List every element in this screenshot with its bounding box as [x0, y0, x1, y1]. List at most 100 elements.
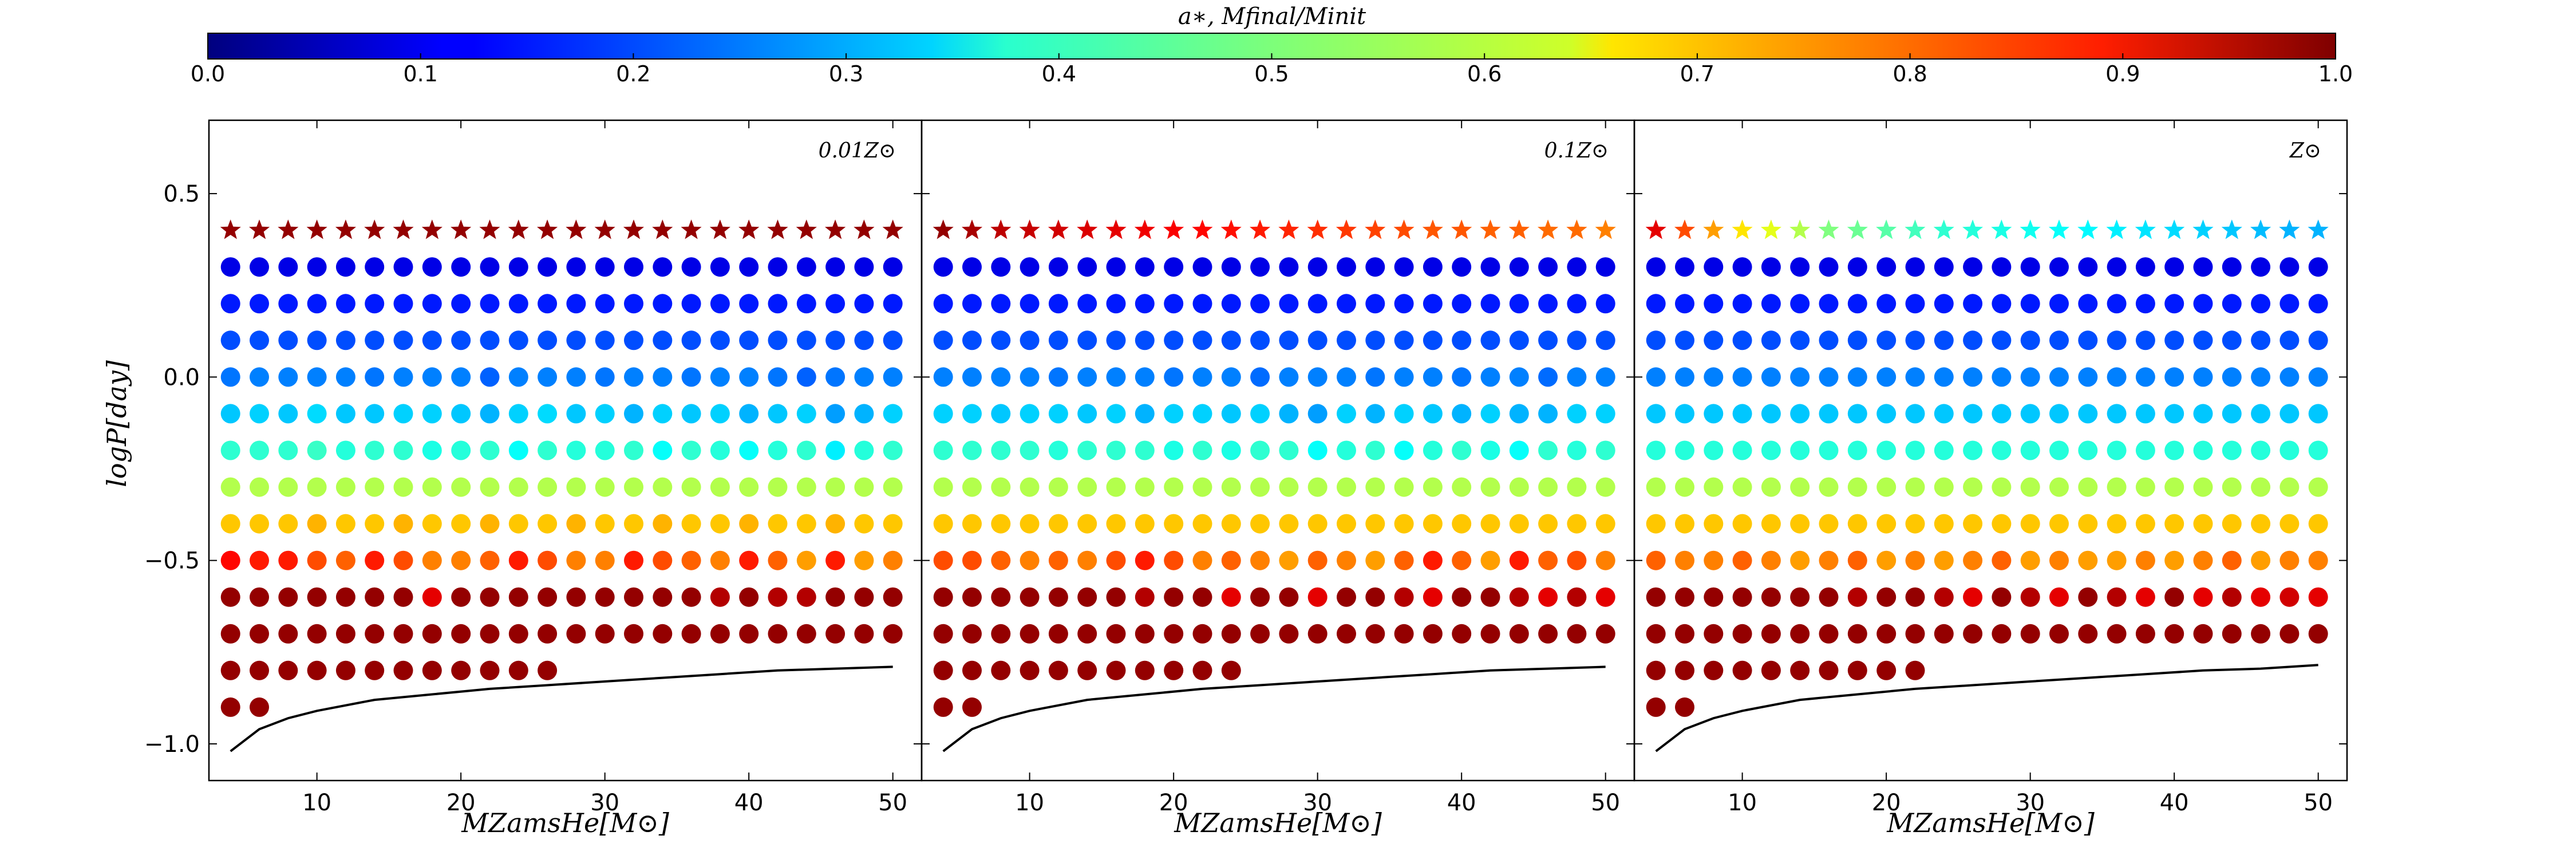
data-point	[1646, 440, 1666, 460]
data-point	[768, 514, 788, 534]
data-point	[1106, 257, 1126, 277]
data-point	[1048, 624, 1068, 644]
data-point	[1847, 367, 1867, 387]
data-point	[825, 404, 846, 424]
data-point	[1307, 514, 1327, 534]
star-point	[2250, 219, 2271, 239]
data-point	[451, 477, 471, 497]
data-point	[250, 404, 269, 424]
data-point	[1819, 514, 1839, 534]
data-point	[1819, 660, 1839, 680]
data-point	[1135, 257, 1155, 277]
data-point	[1423, 367, 1443, 387]
star-point	[1674, 219, 1696, 239]
data-point	[1595, 624, 1615, 644]
data-point	[1595, 587, 1615, 607]
data-point	[1164, 624, 1184, 644]
data-point	[1992, 404, 2012, 424]
data-point	[1876, 624, 1897, 644]
data-point	[1307, 294, 1327, 314]
data-point	[2078, 367, 2098, 387]
data-point	[1847, 587, 1867, 607]
data-point	[393, 367, 413, 387]
data-point	[2020, 257, 2040, 277]
star-point	[2106, 219, 2127, 239]
data-point	[2135, 404, 2155, 424]
data-point	[1646, 330, 1666, 350]
data-point	[220, 514, 240, 534]
data-point	[1595, 514, 1615, 534]
data-point	[2193, 514, 2213, 534]
data-point	[1934, 440, 1954, 460]
star-point	[1538, 219, 1559, 239]
data-point	[1934, 550, 1954, 570]
data-point	[422, 294, 442, 314]
data-point	[2279, 587, 2300, 607]
data-point	[250, 697, 269, 717]
data-point	[278, 257, 298, 277]
data-point	[480, 440, 500, 460]
data-point	[2049, 330, 2069, 350]
data-point	[1992, 330, 2012, 350]
data-point	[335, 294, 355, 314]
star-point	[1163, 219, 1184, 239]
data-point	[1761, 440, 1781, 460]
data-point	[1509, 587, 1529, 607]
data-point	[1135, 514, 1155, 534]
data-point	[768, 257, 788, 277]
data-point	[1307, 404, 1327, 424]
data-point	[480, 404, 500, 424]
data-point	[1250, 330, 1270, 350]
x-tick-label: 30	[1303, 790, 1332, 816]
data-point	[854, 367, 874, 387]
data-point	[854, 624, 874, 644]
data-point	[1567, 367, 1587, 387]
data-point	[1394, 294, 1414, 314]
data-point	[1337, 477, 1356, 497]
star-point	[364, 219, 385, 239]
data-point	[1847, 257, 1867, 277]
data-point	[2107, 514, 2127, 534]
data-point	[1164, 514, 1184, 534]
data-point	[1963, 257, 1983, 277]
data-point	[1135, 404, 1155, 424]
data-point	[1106, 330, 1126, 350]
data-point	[1192, 514, 1212, 534]
data-point	[1048, 404, 1068, 424]
data-point	[883, 514, 903, 534]
data-point	[624, 294, 643, 314]
data-point	[480, 550, 500, 570]
data-point	[962, 257, 982, 277]
data-point	[768, 404, 788, 424]
data-point	[1876, 477, 1897, 497]
data-point	[2251, 550, 2271, 570]
data-point	[1761, 330, 1781, 350]
y-tick-label: 0.5	[163, 181, 200, 207]
data-point	[1509, 550, 1529, 570]
data-point	[2107, 587, 2127, 607]
data-point	[1790, 660, 1810, 680]
data-point	[681, 550, 701, 570]
data-point	[1221, 587, 1241, 607]
data-point	[962, 697, 982, 717]
data-point	[1761, 660, 1781, 680]
star-point	[2020, 219, 2041, 239]
data-point	[1761, 550, 1781, 570]
colorbar-tick-label: 0.1	[403, 61, 437, 86]
colorbar-tick-label: 1.0	[2318, 61, 2353, 86]
x-tick-label: 40	[1447, 790, 1476, 816]
data-point	[2251, 477, 2271, 497]
data-point	[2020, 404, 2040, 424]
data-point	[796, 440, 816, 460]
data-point	[1567, 257, 1587, 277]
data-point	[825, 330, 846, 350]
data-point	[624, 330, 643, 350]
data-point	[1048, 514, 1068, 534]
data-point	[278, 514, 298, 534]
data-point	[2049, 257, 2069, 277]
data-point	[1423, 587, 1443, 607]
data-point	[1704, 367, 1724, 387]
data-point	[1704, 404, 1724, 424]
data-point	[422, 404, 442, 424]
